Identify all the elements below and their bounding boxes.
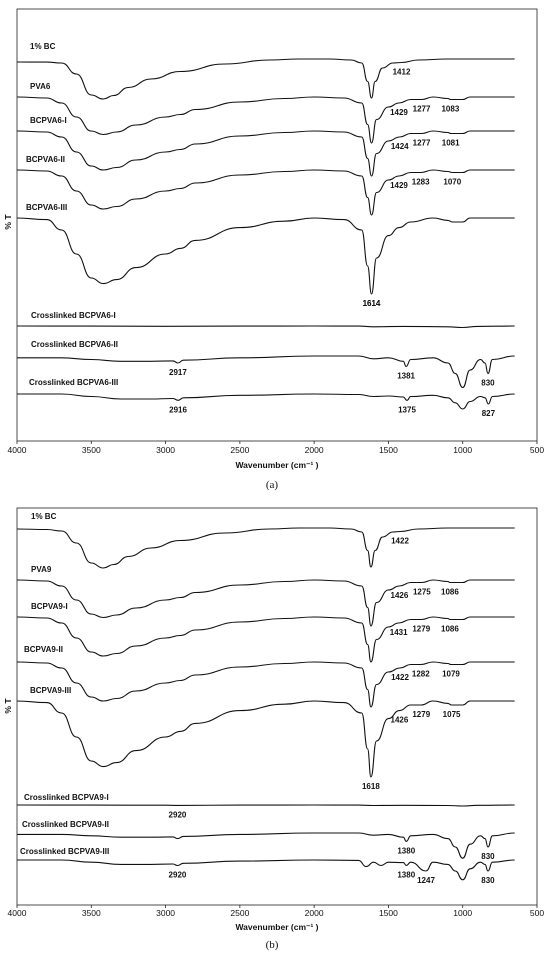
x-tick-label: 2500 [230, 908, 249, 918]
spectrum-line [17, 393, 515, 410]
panel-caption: (b) [266, 939, 279, 951]
peak-annotation: 1381 [397, 372, 415, 381]
panel-caption: (a) [266, 479, 279, 491]
x-tick-label: 3500 [82, 445, 101, 455]
peak-annotation: 1279 [412, 625, 430, 634]
peak-annotation: 1083 [441, 105, 459, 114]
peak-annotation: 830 [481, 379, 495, 388]
x-tick-label: 3000 [156, 445, 175, 455]
x-tick-label: 2000 [305, 445, 324, 455]
series-label: BCPVA9-I [31, 602, 68, 611]
spectrum-line [17, 355, 515, 389]
peak-annotation: 830 [481, 876, 495, 885]
x-tick-label: 500 [530, 908, 544, 918]
peak-annotation: 1086 [441, 588, 459, 597]
y-axis-label: % T [3, 214, 13, 230]
spectrum-line [16, 700, 515, 778]
peak-annotation: 827 [482, 409, 496, 418]
spectrum-line [16, 527, 515, 569]
x-tick-label: 2500 [230, 445, 249, 455]
series-label: PVA6 [30, 82, 51, 91]
series-label: BCPVA6-III [26, 203, 67, 212]
peak-annotation: 1412 [393, 68, 411, 77]
series-label: BCPVA9-III [30, 686, 71, 695]
x-tick-label: 1000 [453, 908, 472, 918]
series-label: 1% BC [31, 512, 57, 521]
peak-annotation: 1429 [390, 108, 408, 117]
spectrum-line [16, 169, 515, 216]
peak-annotation: 1431 [390, 628, 408, 637]
peak-annotation: 1380 [397, 846, 415, 855]
peak-annotation: 830 [481, 852, 495, 861]
plot-frame [16, 507, 538, 906]
peak-annotation: 1380 [397, 871, 415, 880]
peak-annotation: 1283 [412, 178, 430, 187]
peak-annotation: 1422 [391, 537, 409, 546]
spectrum-line [16, 616, 515, 663]
spectrum-line [16, 579, 515, 627]
series-label: BCPVA6-II [26, 155, 65, 164]
spectrum-line [16, 217, 515, 295]
spectrum-line [17, 859, 515, 881]
peak-annotation: 1070 [443, 178, 461, 187]
peak-annotation: 1247 [417, 876, 435, 885]
peak-annotation: 1075 [443, 710, 461, 719]
x-axis-label: Wavenumber (cm⁻¹ ) [235, 922, 318, 932]
series-label: Crosslinked BCPVA6-I [31, 311, 116, 320]
peak-annotation: 2917 [169, 368, 187, 377]
plot-frame [16, 8, 538, 442]
main-peak-label: 1614 [363, 299, 381, 308]
peak-annotation: 1086 [441, 625, 459, 634]
peak-annotation: 1081 [442, 139, 460, 148]
series-label: Crosslinked BCPVA9-II [22, 820, 109, 829]
x-tick-label: 2000 [305, 908, 324, 918]
x-tick-label: 3000 [156, 908, 175, 918]
peak-annotation: 1614 [363, 299, 381, 308]
x-axis-label: Wavenumber (cm⁻¹ ) [235, 460, 318, 470]
peak-annotation: 1279 [412, 710, 430, 719]
series-label: Crosslinked BCPVA6-III [29, 378, 118, 387]
peak-annotation: 1422 [391, 673, 409, 682]
peak-annotation: 1424 [391, 142, 409, 151]
peak-annotation: 1426 [391, 716, 409, 725]
x-tick-label: 1500 [379, 445, 398, 455]
peak-annotation: 1375 [398, 405, 416, 414]
series-label: Crosslinked BCPVA9-I [24, 793, 109, 802]
peak-annotation: 2920 [169, 810, 187, 819]
x-tick-label: 3500 [82, 908, 101, 918]
spectrum-line [16, 58, 515, 100]
peak-annotation: 1079 [442, 670, 460, 679]
series-label: Crosslinked BCPVA6-II [31, 340, 118, 349]
peak-annotation: 1277 [413, 105, 431, 114]
series-label: Crosslinked BCPVA9-III [20, 847, 109, 856]
spectrum-line [17, 832, 515, 859]
spectrum-line [16, 661, 515, 708]
x-tick-label: 500 [530, 445, 544, 455]
x-tick-label: 1000 [453, 445, 472, 455]
peak-annotation: 2916 [169, 405, 187, 414]
spectrum-line [16, 804, 515, 807]
peak-annotation: 2920 [169, 871, 187, 880]
peak-annotation: 1277 [413, 139, 431, 148]
series-label: 1% BC [30, 42, 56, 51]
series-label: BCPVA6-I [30, 116, 67, 125]
peak-annotation: 1282 [412, 670, 430, 679]
peak-annotation: 1426 [391, 591, 409, 600]
x-tick-label: 1500 [379, 908, 398, 918]
series-label: BCPVA9-II [24, 645, 63, 654]
x-tick-label: 4000 [8, 445, 27, 455]
series-label: PVA9 [31, 565, 52, 574]
spectrum-line [16, 325, 515, 329]
peak-annotation: 1275 [413, 588, 431, 597]
y-axis-label: % T [3, 698, 13, 714]
main-peak-label: 1618 [362, 782, 380, 791]
spectrum-line [16, 130, 515, 177]
spectrum-line [16, 96, 515, 144]
peak-annotation: 1429 [390, 181, 408, 190]
x-tick-label: 4000 [8, 908, 27, 918]
